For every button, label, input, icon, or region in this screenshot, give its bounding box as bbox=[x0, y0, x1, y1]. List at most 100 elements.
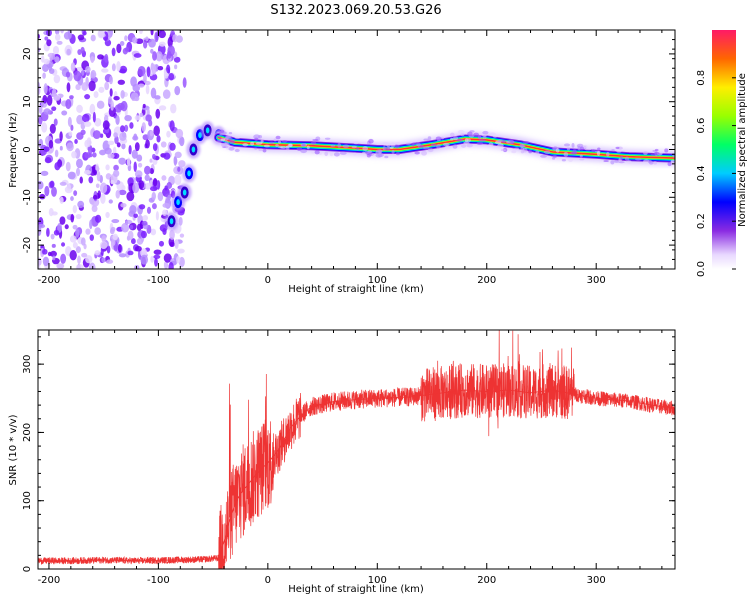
noise-blob bbox=[167, 194, 171, 201]
ridge-speckle bbox=[555, 148, 560, 153]
noise-blob bbox=[145, 139, 150, 149]
noise-blob bbox=[138, 83, 145, 88]
ridge-speckle bbox=[620, 155, 624, 161]
noise-blob bbox=[44, 36, 49, 41]
snr-y-label: SNR (10 * v/v) bbox=[8, 414, 19, 485]
snr-frame bbox=[37, 329, 676, 570]
ridge-speckle bbox=[288, 143, 293, 147]
ridge-speckle bbox=[250, 141, 255, 146]
noise-blob bbox=[97, 30, 105, 39]
noise-blob bbox=[113, 95, 120, 101]
ridge-speckle bbox=[643, 151, 648, 156]
ridge-speckle bbox=[580, 146, 584, 151]
colorbar-tick-label: 0.0 bbox=[696, 261, 707, 277]
noise-blob bbox=[134, 245, 142, 252]
ridge-speckle bbox=[634, 158, 642, 161]
noise-blob bbox=[166, 182, 173, 189]
ridge-speckle bbox=[416, 142, 421, 147]
noise-blob bbox=[158, 240, 165, 247]
ridge-speckle bbox=[667, 161, 672, 167]
ridge-speckle bbox=[552, 154, 557, 158]
noise-blob bbox=[129, 224, 134, 230]
noise-blob bbox=[174, 174, 182, 186]
noise-blob bbox=[138, 180, 145, 190]
ridge-speckle bbox=[314, 150, 320, 155]
noise-blob bbox=[113, 132, 118, 138]
noise-blob bbox=[90, 56, 95, 63]
noise-blob bbox=[101, 257, 106, 263]
noise-blob bbox=[40, 170, 49, 176]
ridge-speckle bbox=[579, 154, 583, 158]
noise-blob bbox=[163, 152, 171, 160]
noise-blob bbox=[162, 89, 171, 100]
ridge-speckle bbox=[228, 146, 235, 151]
ridge-speckle bbox=[242, 143, 249, 147]
noise-blob bbox=[42, 248, 48, 255]
noise-blob bbox=[50, 250, 57, 258]
ridge-speckle bbox=[535, 150, 540, 155]
ridge-speckle bbox=[582, 144, 588, 149]
ridge-speckle bbox=[540, 154, 547, 158]
noise-blob bbox=[120, 100, 128, 112]
noise-blob bbox=[46, 94, 53, 106]
ridge-speckle bbox=[422, 146, 430, 150]
ridge-speckle bbox=[254, 137, 259, 141]
noise-blob bbox=[120, 125, 125, 133]
noise-blob bbox=[119, 41, 125, 46]
spectrogram-x-label: Height of straight line (km) bbox=[288, 284, 424, 295]
colorbar: 0.0 0.2 0.4 0.6 0.8 Normalized spectral ampl… bbox=[696, 30, 748, 277]
track-core bbox=[198, 132, 202, 139]
noise-blob bbox=[115, 115, 120, 125]
noise-blob bbox=[99, 149, 107, 156]
noise-blob bbox=[92, 130, 101, 140]
noise-blob bbox=[134, 142, 140, 152]
spectrogram-ytick-label: -20 bbox=[22, 237, 33, 253]
ridge-speckle bbox=[311, 150, 316, 154]
noise-blob bbox=[94, 250, 101, 256]
noise-blob bbox=[130, 238, 136, 245]
noise-blob bbox=[117, 244, 122, 253]
noise-blob bbox=[109, 88, 113, 97]
track-core bbox=[182, 189, 187, 196]
ridge-speckle bbox=[654, 148, 659, 152]
ridge-speckle bbox=[501, 139, 506, 143]
noise-blob bbox=[124, 35, 128, 42]
noise-blob bbox=[101, 68, 109, 73]
noise-blob bbox=[121, 222, 130, 233]
noise-blob bbox=[82, 113, 90, 123]
noise-blob bbox=[152, 153, 156, 160]
ridge-speckle bbox=[280, 146, 287, 149]
snr-noise-trace bbox=[38, 330, 675, 569]
noise-blob bbox=[111, 47, 116, 57]
noise-blob bbox=[174, 85, 181, 96]
noise-blob bbox=[173, 56, 181, 63]
snr-xtick-label: -100 bbox=[147, 575, 170, 586]
noise-blob bbox=[89, 103, 96, 115]
noise-blob bbox=[179, 136, 185, 147]
noise-blob bbox=[61, 110, 68, 116]
noise-blob bbox=[167, 36, 173, 48]
ridge-speckle bbox=[296, 146, 302, 151]
noise-blob bbox=[109, 75, 113, 85]
noise-blob bbox=[59, 145, 63, 151]
ridge-speckle bbox=[450, 137, 454, 141]
noise-blob bbox=[112, 152, 120, 159]
noise-blob bbox=[105, 173, 112, 180]
noise-blob bbox=[77, 49, 82, 55]
noise-blob bbox=[88, 80, 96, 92]
noise-blob bbox=[69, 250, 77, 261]
noise-blob bbox=[76, 104, 83, 114]
noise-blob bbox=[149, 168, 154, 175]
noise-blob bbox=[169, 241, 175, 247]
ridge-speckle bbox=[618, 161, 625, 164]
noise-blob bbox=[49, 180, 55, 188]
noise-blob bbox=[75, 228, 80, 238]
noise-blob bbox=[72, 224, 78, 230]
ridge-speckle bbox=[324, 151, 329, 157]
noise-blob bbox=[93, 169, 98, 176]
noise-blob bbox=[121, 143, 126, 150]
noise-blob bbox=[178, 256, 185, 268]
noise-blob bbox=[140, 230, 147, 239]
